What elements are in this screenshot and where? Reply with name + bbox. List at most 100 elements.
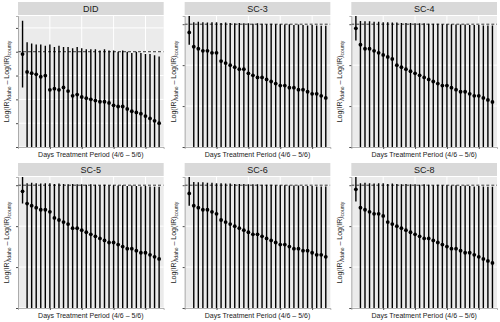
point (260, 234, 264, 238)
tick-mark (183, 185, 185, 186)
tick (183, 65, 185, 66)
point (265, 78, 269, 82)
error-bar (302, 186, 303, 308)
point (215, 212, 219, 216)
error-bar (378, 183, 379, 308)
point (98, 237, 102, 241)
point (71, 94, 75, 98)
point (107, 101, 111, 105)
error-bar (113, 185, 114, 308)
error-bar (131, 53, 132, 147)
error-bar (289, 24, 290, 147)
tick (349, 65, 351, 66)
error-bar (378, 22, 379, 147)
error-bar (252, 184, 253, 308)
y-axis-title: Log(IR)Idaho – Log(IR)county (170, 201, 179, 283)
x-axis-title: Days Treatment Period (4/6 – 5/6) (205, 151, 310, 159)
tick-mark (349, 308, 351, 309)
point (89, 232, 93, 236)
point (66, 222, 70, 226)
y-axis-title-subscript: Idaho (6, 247, 12, 260)
tick (349, 106, 351, 107)
point (260, 76, 264, 80)
error-bar (392, 184, 393, 308)
tick (16, 226, 18, 227)
point (431, 239, 435, 243)
y-axis (349, 17, 352, 148)
point (481, 96, 485, 100)
axis-line (185, 148, 331, 150)
tick-mark (82, 308, 83, 310)
error-bar (234, 184, 235, 308)
error-bar (76, 47, 77, 147)
error-bar (58, 184, 59, 308)
tick-mark (114, 147, 115, 149)
error-bar (311, 25, 312, 147)
point (210, 51, 214, 55)
error-bar (211, 22, 212, 147)
error-bar (316, 25, 317, 147)
point (283, 84, 287, 88)
tick-mark (16, 147, 18, 148)
point (201, 49, 205, 53)
tick-mark (183, 147, 185, 148)
point (246, 71, 250, 75)
point (242, 228, 246, 232)
point (463, 90, 467, 94)
point (491, 261, 495, 265)
point (139, 112, 143, 116)
error-bar (307, 186, 308, 308)
point (377, 212, 381, 216)
error-bar (229, 184, 230, 308)
error-bar (216, 22, 217, 147)
point (75, 226, 79, 230)
point (57, 88, 61, 92)
error-bar (325, 186, 326, 308)
tick (145, 147, 146, 149)
tick-mark (16, 308, 18, 309)
error-bar (189, 177, 190, 206)
strip (351, 163, 497, 176)
grid-line (18, 27, 164, 28)
point (251, 232, 255, 236)
tick-mark (16, 28, 18, 29)
error-bar (36, 45, 37, 147)
axis-line (183, 17, 186, 148)
tick-mark (349, 106, 351, 107)
error-bar (225, 23, 226, 147)
error-bar (428, 185, 429, 308)
error-bar (321, 186, 322, 308)
point (43, 208, 47, 212)
point (390, 57, 394, 61)
x-axis-title: Days Treatment Period (4/6 – 5/6) (371, 151, 476, 159)
tick (280, 147, 281, 149)
point (404, 67, 408, 71)
y-axis-title-subscript: county (173, 201, 179, 216)
error-bar (257, 23, 258, 147)
point (71, 226, 75, 230)
point (486, 98, 490, 102)
point (125, 247, 129, 251)
error-bar (211, 183, 212, 308)
tick (16, 52, 18, 53)
error-bar (63, 47, 64, 147)
point (196, 47, 200, 51)
point (297, 247, 301, 251)
tick-mark (415, 147, 416, 149)
point (139, 251, 143, 255)
tick (479, 147, 480, 149)
point (359, 206, 363, 210)
x-axis (352, 308, 498, 310)
y-axis-title-part: Log(IR) (170, 99, 178, 122)
point (409, 69, 413, 73)
point (315, 92, 319, 96)
axis-line (19, 309, 165, 311)
error-bar (325, 26, 326, 147)
error-bar (460, 186, 461, 308)
point (301, 88, 305, 92)
point (481, 257, 485, 261)
error-bar (364, 183, 365, 308)
error-bar (136, 186, 137, 308)
point (445, 245, 449, 249)
point (400, 65, 404, 69)
